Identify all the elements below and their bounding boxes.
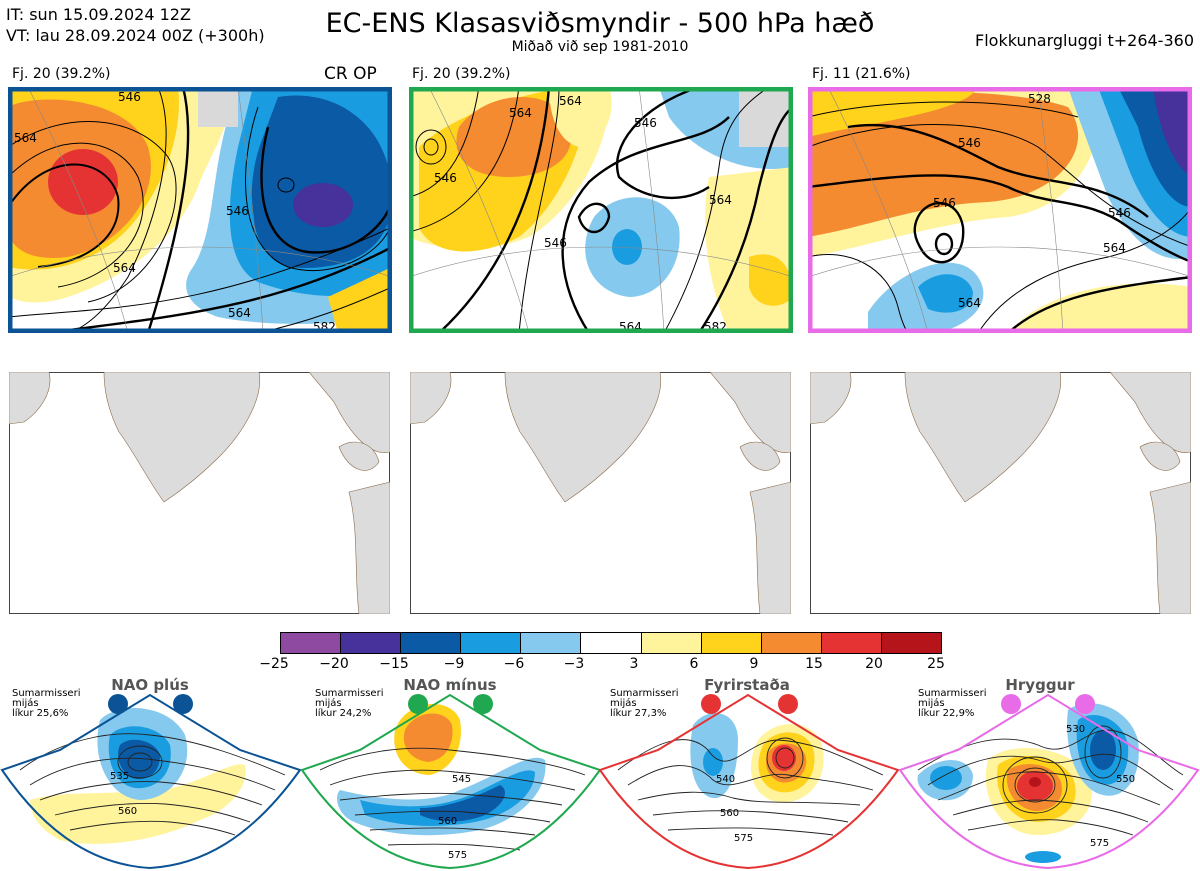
svg-text:564: 564 (228, 306, 251, 320)
colorbar-tick: −15 (379, 656, 409, 672)
colorbar-tick: −9 (443, 656, 465, 672)
colorbar-swatch (461, 633, 522, 653)
colorbar-tick: −3 (563, 656, 585, 672)
regime-2-contour-label: 545 (452, 774, 471, 785)
colorbar-swatch (641, 633, 702, 653)
svg-text:546: 546 (933, 196, 956, 210)
regime-4-map: 530 550 575 (898, 693, 1200, 870)
cluster-2-contour-label: 564 (509, 106, 532, 120)
header-info: IT: sun 15.09.2024 12Z VT: lau 28.09.202… (6, 4, 265, 46)
svg-text:564: 564 (113, 261, 136, 275)
cluster-3-map: 528 546 546 546 564 564 (808, 87, 1192, 333)
svg-text:560: 560 (118, 806, 137, 817)
colorbar-tick: 20 (865, 656, 883, 672)
colorbar-tick: 15 (805, 656, 823, 672)
colorbar-swatch (281, 633, 342, 653)
svg-text:575: 575 (448, 850, 467, 861)
colorbar-tick: 3 (629, 656, 639, 672)
colorbar-swatch (341, 633, 402, 653)
regime-3-info: Sumarmisseri mijás líkur 27,3% (610, 688, 679, 719)
cluster-1-map: 564 546 564 564 546 582 (8, 87, 392, 333)
cluster-2-border (409, 87, 793, 333)
cluster-2-label: Fj. 20 (39.2%) (412, 66, 511, 82)
svg-text:575: 575 (1090, 838, 1109, 849)
valid-time: VT: lau 28.09.2024 00Z (+300h) (6, 26, 265, 45)
colorbar (280, 632, 942, 654)
svg-text:560: 560 (438, 816, 457, 827)
page-title: EC-ENS Klasasviðsmyndir - 500 hPa hæð (325, 8, 875, 39)
colorbar-tick: 6 (689, 656, 699, 672)
colorbar-swatch (701, 633, 762, 653)
issue-time: IT: sun 15.09.2024 12Z (6, 5, 191, 24)
regime-2-map: 545 560 575 (300, 693, 602, 870)
regime-4-info: Sumarmisseri mijás líkur 22,9% (918, 688, 987, 719)
colorbar-swatch (401, 633, 462, 653)
svg-text:575: 575 (734, 833, 753, 844)
regime-4-contour-label: 530 (1066, 724, 1085, 735)
colorbar-swatch (761, 633, 822, 653)
cluster-1-border (8, 87, 392, 333)
colorbar-tick: −20 (319, 656, 349, 672)
svg-text:564: 564 (559, 94, 582, 108)
svg-text:546: 546 (434, 171, 457, 185)
regime-3-map: 540 560 575 (598, 693, 900, 870)
colorbar-tick: 9 (749, 656, 759, 672)
regime-3-title: Fyrirstaða (704, 676, 790, 694)
cluster-3-contour-label: 528 (1028, 92, 1051, 106)
classification-window: Flokkunargluggi t+264-360 (975, 31, 1194, 50)
colorbar-swatch (881, 633, 942, 653)
regime-1-info: Sumarmisseri mijás líkur 25,6% (12, 688, 81, 719)
cluster-1-tag: CR OP (324, 64, 377, 84)
regime-1-map: 535 560 (0, 693, 302, 870)
svg-text:560: 560 (720, 808, 739, 819)
cluster-2-map: 564 546 564 546 546 564 564 582 (409, 87, 793, 333)
colorbar-tick: 25 (927, 656, 945, 672)
svg-text:564: 564 (1103, 241, 1126, 255)
svg-text:546: 546 (1108, 206, 1131, 220)
colorbar-tick: −25 (259, 656, 289, 672)
regime-2-title: NAO mínus (403, 676, 497, 694)
cluster-1-label: Fj. 20 (39.2%) (12, 66, 111, 82)
svg-text:546: 546 (226, 204, 249, 218)
empty-map-2 (410, 372, 791, 614)
empty-map-1 (9, 372, 390, 614)
cluster-3-label: Fj. 11 (21.6%) (812, 66, 911, 82)
page-subtitle: Miðað við sep 1981-2010 (511, 39, 689, 55)
empty-map-3 (810, 372, 1191, 614)
regime-2-info: Sumarmisseri mijás líkur 24,2% (315, 688, 384, 719)
colorbar-swatch (521, 633, 582, 653)
svg-text:546: 546 (544, 236, 567, 250)
svg-text:564: 564 (958, 296, 981, 310)
colorbar-tick: −6 (503, 656, 525, 672)
regime-4-title: Hryggur (1005, 676, 1075, 694)
cluster-3-border (808, 87, 1192, 333)
regime-1-title: NAO plús (111, 676, 189, 694)
svg-text:564: 564 (709, 193, 732, 207)
colorbar-swatch (581, 633, 642, 653)
regime-1-contour-label: 535 (110, 771, 129, 782)
svg-text:546: 546 (118, 90, 141, 104)
svg-text:550: 550 (1116, 774, 1135, 785)
colorbar-swatch (821, 633, 882, 653)
cluster-1-contour-label: 564 (14, 131, 37, 145)
svg-text:546: 546 (634, 116, 657, 130)
regime-3-contour-label: 540 (716, 774, 735, 785)
svg-text:546: 546 (958, 136, 981, 150)
